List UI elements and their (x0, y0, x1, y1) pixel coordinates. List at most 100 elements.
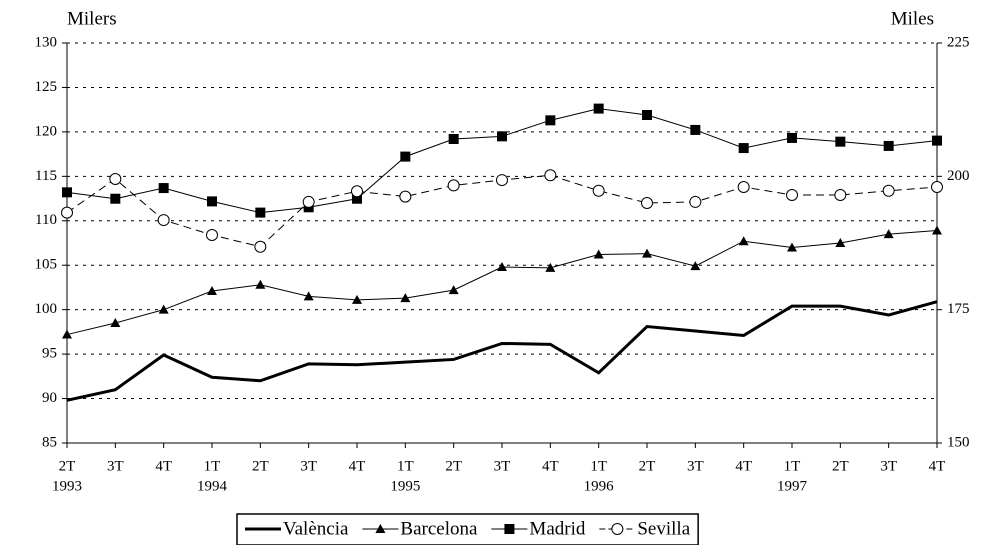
marker (254, 240, 267, 253)
marker (62, 187, 72, 198)
marker (400, 151, 411, 162)
marker (109, 173, 122, 185)
x-year-label: 1996 (584, 478, 615, 494)
marker (352, 294, 362, 304)
x-year-label: 1994 (197, 478, 228, 494)
marker (883, 140, 894, 151)
marker (496, 174, 508, 187)
legend-marker (611, 523, 624, 535)
marker (61, 206, 73, 219)
y2-tick-label: 150 (947, 434, 970, 450)
x-tick-label: 4T (735, 458, 752, 474)
y2-axis-label: Miles (891, 8, 934, 29)
marker (835, 136, 846, 147)
marker (351, 185, 363, 198)
x-tick-label: 2T (445, 458, 462, 474)
y2-tick-label: 200 (947, 168, 970, 184)
marker (302, 195, 315, 208)
marker (157, 214, 170, 227)
marker (690, 124, 701, 135)
marker (544, 169, 557, 182)
marker (207, 196, 217, 207)
x-tick-label: 4T (929, 458, 946, 474)
series-line (66, 108, 938, 214)
y2-tick-label: 225 (947, 34, 970, 50)
marker (932, 135, 942, 146)
x-tick-label: 3T (880, 458, 897, 474)
y-tick-label: 115 (35, 168, 57, 184)
series-line (66, 230, 938, 336)
x-tick-label: 3T (494, 458, 511, 474)
y2-tick-label: 175 (947, 301, 970, 317)
y-tick-label: 90 (42, 390, 57, 406)
marker (738, 236, 749, 246)
x-tick-label: 4T (349, 458, 366, 474)
x-tick-label: 1T (784, 458, 801, 474)
legend-label: València (283, 518, 349, 539)
legend: València Barcelona Madrid Sevilla (236, 513, 699, 545)
legend-marker (504, 524, 515, 534)
y-tick-label: 100 (35, 301, 58, 317)
x-tick-label: 1T (204, 458, 221, 474)
marker (448, 285, 459, 295)
marker (690, 261, 701, 271)
x-tick-label: 1T (397, 458, 414, 474)
marker (882, 184, 895, 197)
marker (158, 304, 169, 314)
marker (545, 262, 556, 272)
marker (689, 195, 702, 208)
marker (400, 293, 411, 303)
marker (207, 286, 217, 295)
y-axis-label: Milers (67, 8, 117, 29)
y-tick-label: 105 (35, 257, 58, 273)
marker (399, 190, 412, 203)
marker (255, 207, 266, 218)
marker (255, 279, 266, 289)
y-tick-label: 95 (42, 346, 57, 362)
x-year-label: 1993 (52, 478, 82, 494)
marker (641, 197, 653, 209)
marker (835, 238, 846, 247)
marker (787, 242, 797, 252)
x-tick-label: 3T (687, 458, 704, 474)
marker (787, 132, 797, 143)
marker (62, 329, 72, 339)
marker (158, 183, 169, 194)
legend-marker (375, 524, 386, 533)
x-tick-label: 2T (59, 458, 76, 474)
y-tick-label: 85 (42, 434, 57, 450)
x-tick-label: 2T (252, 458, 269, 474)
marker (448, 134, 459, 144)
marker (206, 229, 218, 241)
marker (931, 181, 943, 193)
y-tick-label: 130 (35, 34, 58, 50)
x-tick-label: 3T (300, 458, 317, 474)
legend-label: Madrid (529, 518, 585, 539)
marker (592, 184, 605, 197)
legend-label: Barcelona (400, 518, 478, 539)
marker (352, 193, 362, 204)
marker (593, 249, 604, 259)
marker (642, 248, 652, 258)
marker (738, 143, 749, 154)
marker (497, 131, 507, 142)
marker (642, 110, 652, 120)
x-year-label: 1997 (777, 478, 808, 494)
x-tick-label: 1T (590, 458, 607, 474)
marker (303, 291, 314, 301)
y-tick-label: 125 (35, 79, 58, 95)
x-tick-label: 4T (155, 458, 172, 474)
series-line (66, 300, 938, 402)
marker (497, 262, 507, 271)
marker (545, 115, 556, 126)
marker (834, 189, 847, 201)
marker (110, 193, 121, 204)
marker (786, 189, 798, 201)
marker (447, 179, 460, 192)
x-tick-label: 3T (107, 458, 124, 474)
x-tick-label: 4T (542, 458, 559, 474)
marker (110, 318, 121, 327)
marker (883, 229, 894, 239)
x-tick-label: 2T (639, 458, 656, 474)
